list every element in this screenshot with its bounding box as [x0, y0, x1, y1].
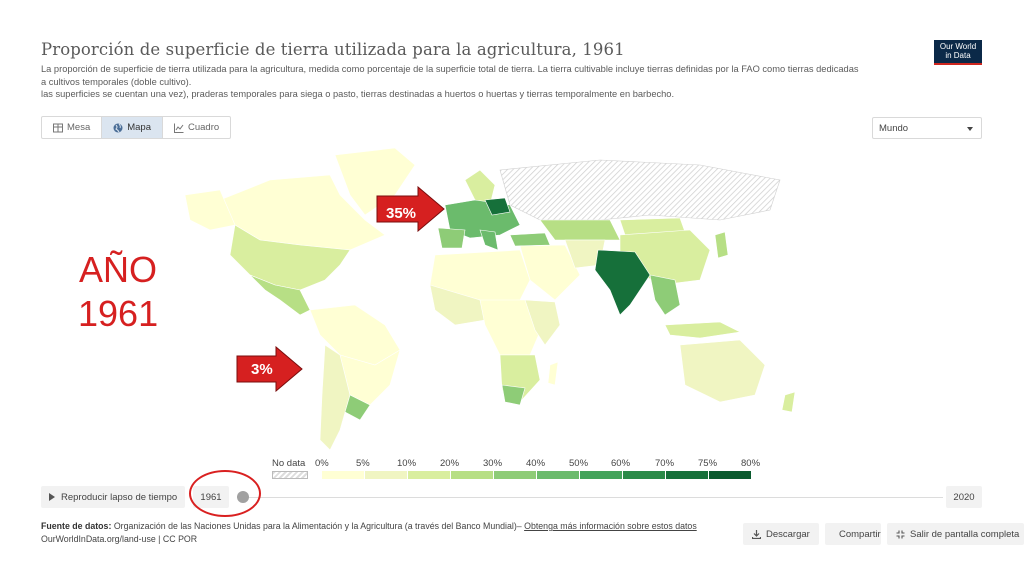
legend-bin: [709, 471, 752, 479]
exit-fullscreen-icon: [896, 530, 905, 538]
source-note: Fuente de datos: Organización de las Nac…: [41, 520, 741, 545]
year-annotation: AÑO 1961: [78, 248, 158, 336]
region-east-africa[interactable]: [524, 299, 561, 346]
play-timelapse-button[interactable]: Reproducir lapso de tiempo: [41, 486, 186, 508]
region-indonesia[interactable]: [664, 321, 741, 339]
logo-line-2: in Data: [945, 50, 971, 60]
tab-table-label: Mesa: [67, 122, 91, 133]
region-australia[interactable]: [679, 339, 766, 403]
legend-tick: 70%: [655, 458, 675, 469]
region-india[interactable]: [594, 249, 651, 316]
region-new-zealand[interactable]: [781, 391, 796, 413]
download-label: Descargar: [766, 528, 810, 540]
chart-subtitle: La proporción de superficie de tierra ut…: [41, 63, 936, 101]
download-icon: [752, 529, 761, 539]
region-italy[interactable]: [479, 229, 499, 251]
share-button[interactable]: Compartir: [825, 523, 881, 545]
source-text: Organización de las Naciones Unidas para…: [113, 521, 522, 531]
region-scandinavia[interactable]: [464, 169, 496, 206]
legend-bin: [408, 471, 451, 479]
legend-tick: 10%: [397, 458, 417, 469]
tab-table[interactable]: Mesa: [42, 117, 103, 138]
legend-tick: 0%: [315, 458, 329, 469]
legend-nodata-swatch: [272, 471, 308, 479]
color-legend: No data 0% 5% 10% 20% 30% 40% 50% 60% 70…: [270, 458, 760, 482]
south-america-arrow-label: 3%: [251, 361, 273, 378]
legend-tick: 60%: [611, 458, 631, 469]
timeline-track[interactable]: [237, 497, 943, 498]
region-select[interactable]: Mundo: [872, 117, 982, 139]
region-russia[interactable]: [499, 159, 781, 221]
tab-chart-label: Cuadro: [188, 122, 220, 133]
region-greenland[interactable]: [334, 147, 416, 216]
subtitle-line-3: las superficies se cuentan una vez), pra…: [41, 89, 675, 99]
exit-fullscreen-button[interactable]: Salir de pantalla completa: [887, 523, 1024, 545]
region-south-america-north[interactable]: [309, 304, 401, 366]
region-japan[interactable]: [714, 231, 729, 259]
exit-fullscreen-label: Salir de pantalla completa: [910, 528, 1020, 540]
subtitle-line-2: a cultivos temporales (doble cultivo).: [41, 76, 192, 87]
source-url[interactable]: OurWorldInData.org/land-use | CC POR: [41, 533, 198, 544]
region-iberia[interactable]: [437, 227, 466, 249]
download-button[interactable]: Descargar: [743, 523, 819, 545]
world-map[interactable]: [180, 140, 820, 455]
tab-map[interactable]: Mapa: [102, 117, 163, 138]
region-uruguay[interactable]: [344, 394, 371, 421]
legend-tick: 50%: [569, 458, 589, 469]
tab-map-label: Mapa: [127, 122, 151, 133]
legend-tick: 40%: [526, 458, 546, 469]
region-argentina[interactable]: [319, 344, 351, 451]
play-timelapse-label: Reproducir lapso de tiempo: [61, 491, 178, 503]
region-usa[interactable]: [229, 224, 351, 291]
subtitle-line-1: La proporción de superficie de tierra ut…: [41, 64, 859, 74]
timeline-end-year[interactable]: 2020: [946, 486, 982, 508]
legend-tick: 20%: [440, 458, 460, 469]
region-turkey[interactable]: [509, 232, 551, 247]
timeline: Reproducir lapso de tiempo 1961 2020: [41, 486, 982, 508]
legend-bin: [365, 471, 408, 479]
region-poland[interactable]: [484, 197, 511, 216]
region-southeast-asia[interactable]: [649, 274, 681, 316]
share-label: Compartir: [839, 528, 881, 540]
owid-logo[interactable]: Our World in Data: [934, 40, 982, 65]
view-tabs: Mesa Mapa Cuadro: [41, 116, 232, 139]
legend-bin: [623, 471, 666, 479]
chart-title: Proporción de superficie de tierra utili…: [41, 40, 625, 59]
legend-tick: 80%: [741, 458, 761, 469]
legend-tick: 30%: [483, 458, 503, 469]
region-south-africa[interactable]: [501, 384, 526, 406]
legend-bin: [322, 471, 365, 479]
region-kazakhstan[interactable]: [539, 219, 621, 241]
legend-bin: [580, 471, 623, 479]
play-icon: [49, 493, 55, 501]
source-info-link[interactable]: Obtenga más información sobre estos dato…: [524, 521, 697, 531]
table-icon: [53, 123, 63, 132]
south-america-arrow-icon: [236, 346, 303, 392]
year-annotation-value: 1961: [78, 293, 159, 334]
legend-nodata-label: No data: [272, 458, 306, 469]
legend-tick: 5%: [356, 458, 370, 469]
region-west-africa[interactable]: [429, 284, 486, 326]
caret-down-icon: [967, 127, 973, 131]
tab-chart[interactable]: Cuadro: [163, 117, 230, 138]
legend-tick: 75%: [698, 458, 718, 469]
legend-bin: [494, 471, 537, 479]
europe-arrow-label: 35%: [386, 205, 417, 222]
europe-arrow-icon: [376, 186, 445, 232]
logo-line-1: Our World: [939, 42, 977, 51]
globe-icon: [113, 123, 123, 132]
region-select-value: Mundo: [879, 123, 909, 134]
source-label: Fuente de datos:: [41, 521, 112, 531]
region-madagascar[interactable]: [547, 361, 559, 386]
year-annotation-label: AÑO: [78, 249, 157, 290]
legend-bin: [666, 471, 709, 479]
line-chart-icon: [174, 123, 184, 133]
region-mexico[interactable]: [249, 274, 311, 316]
region-alaska[interactable]: [184, 189, 236, 231]
year-highlight-circle: [189, 470, 261, 517]
legend-bin: [451, 471, 494, 479]
legend-bin: [537, 471, 580, 479]
